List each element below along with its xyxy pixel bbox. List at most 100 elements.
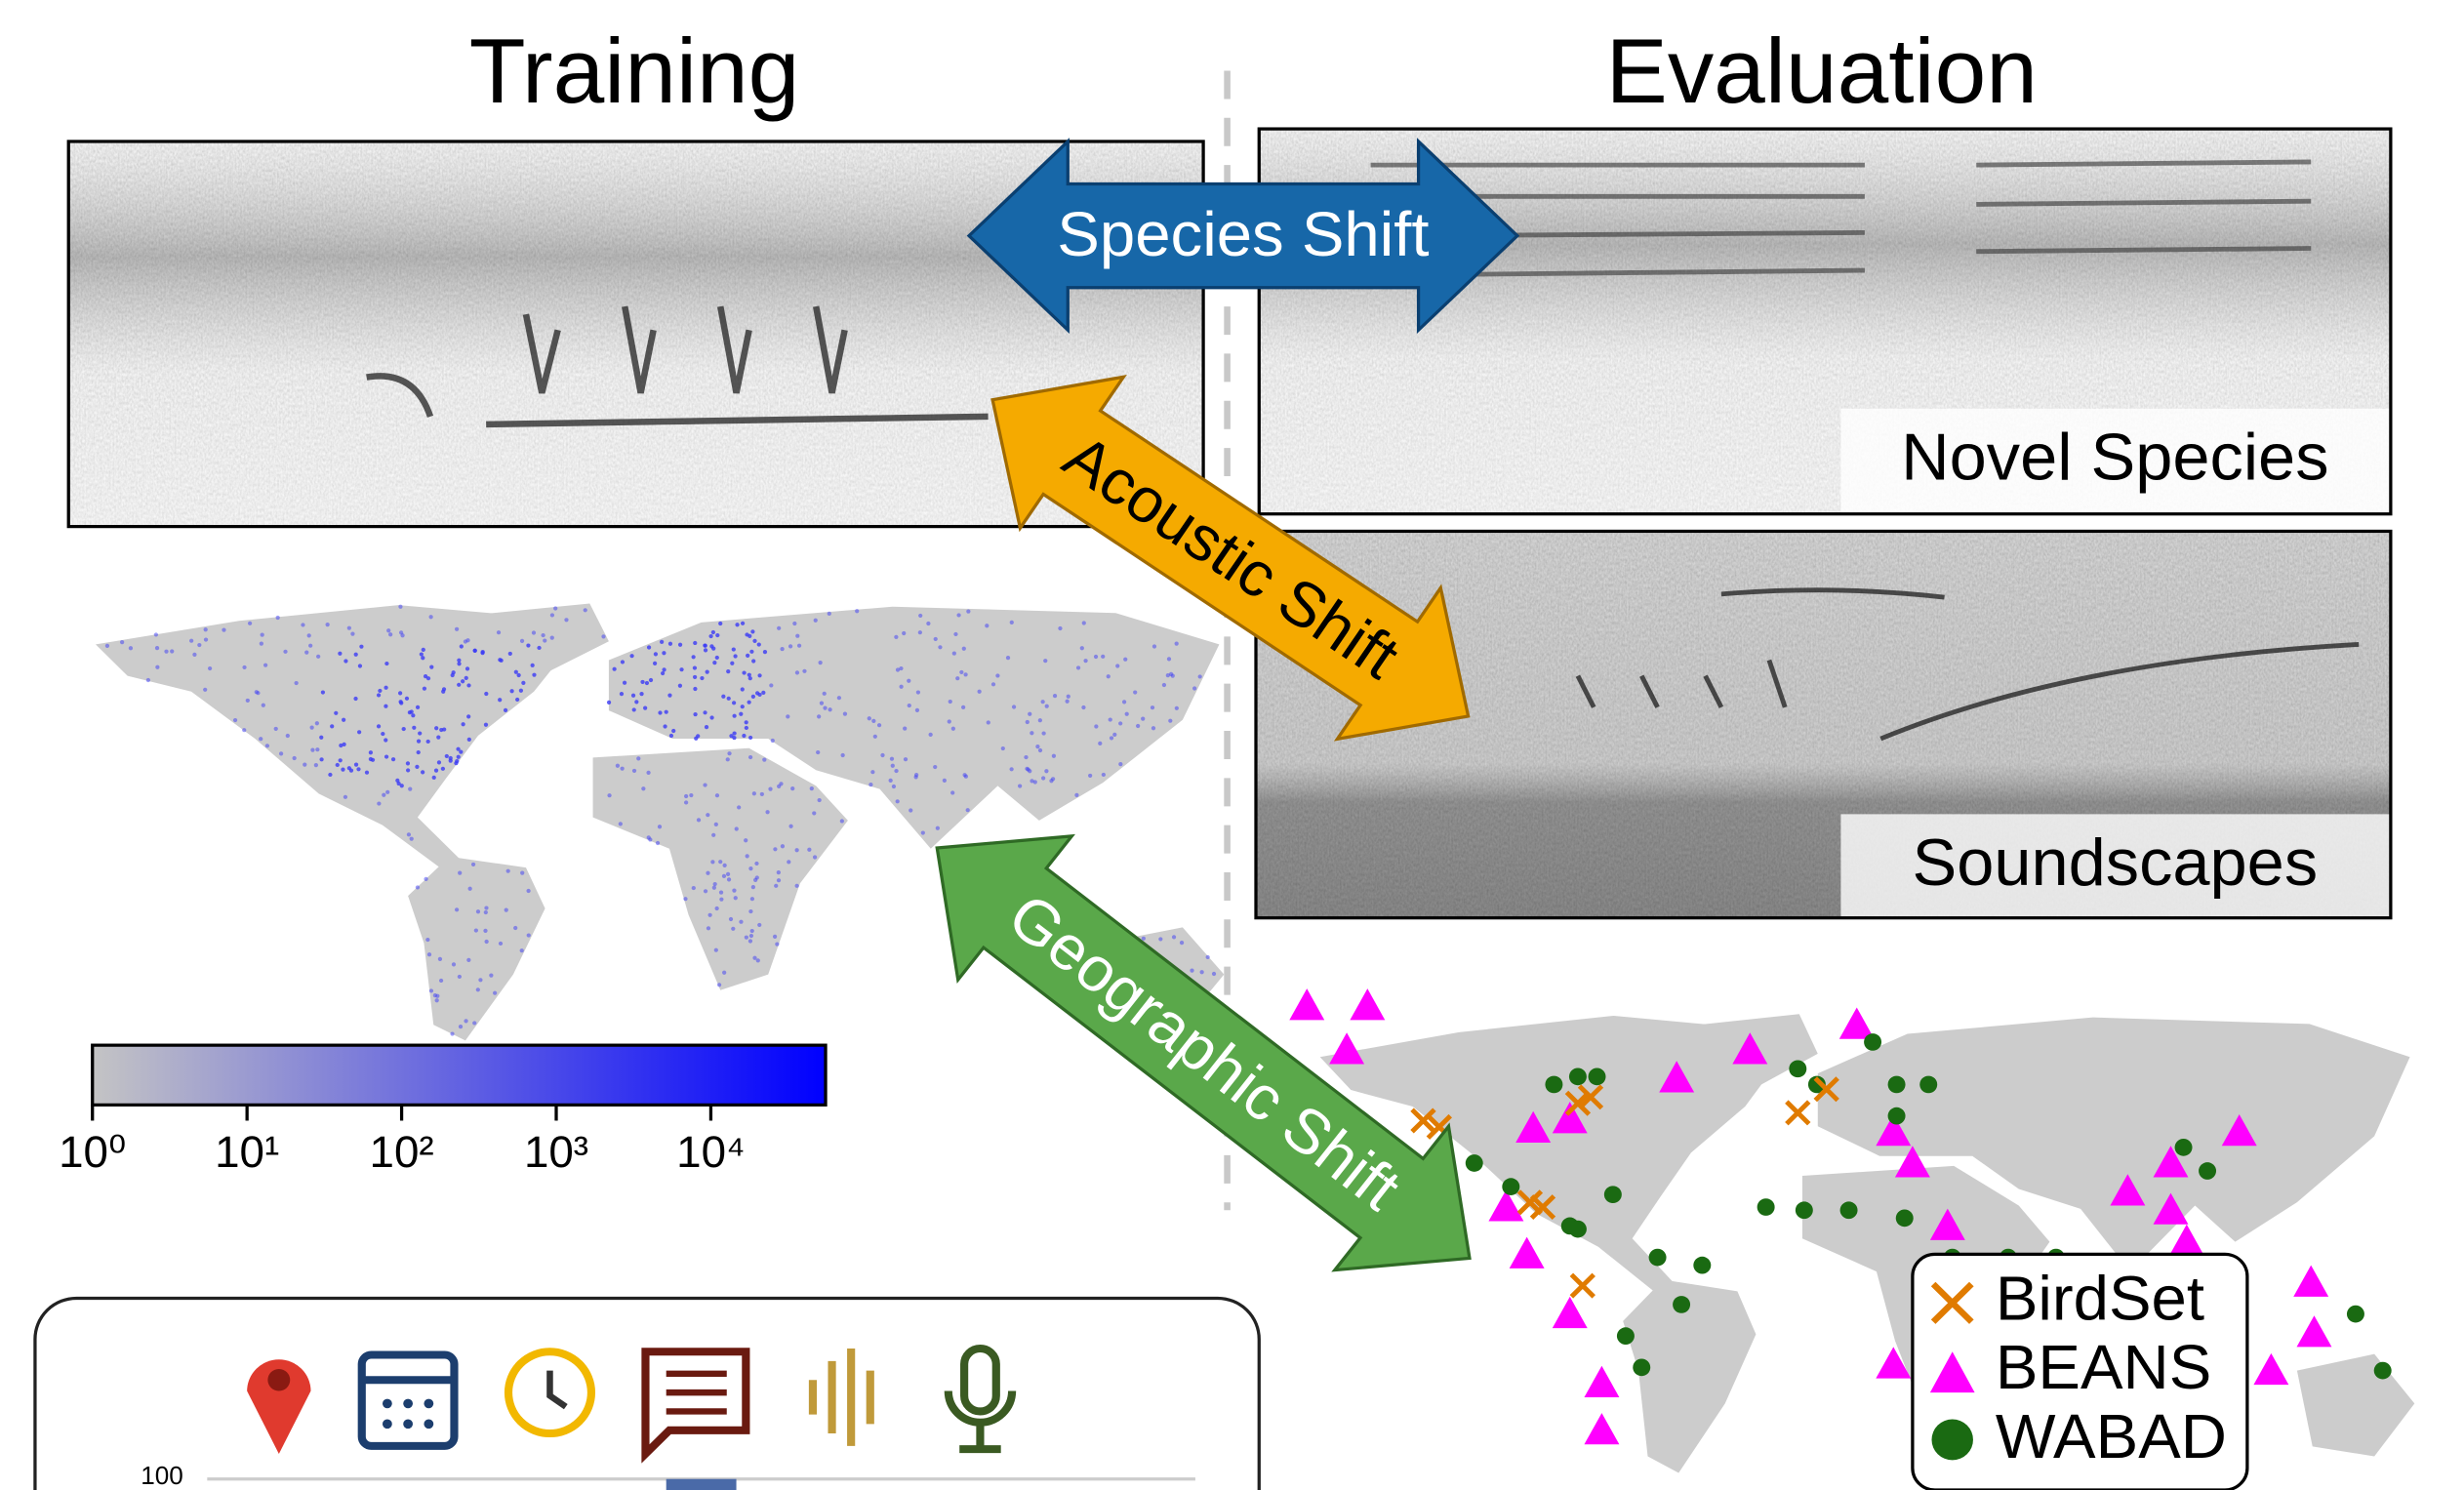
density-dot <box>153 632 159 637</box>
density-dot <box>780 844 786 849</box>
density-dot <box>646 645 652 650</box>
density-dot <box>966 609 971 614</box>
density-dot <box>751 659 756 664</box>
density-dot <box>328 772 333 778</box>
density-dot <box>915 690 921 695</box>
density-dot <box>407 710 413 715</box>
density-dot <box>1118 762 1123 767</box>
density-dot <box>733 896 738 901</box>
density-dot <box>1166 657 1172 662</box>
density-dot <box>406 832 412 837</box>
density-dot <box>1032 780 1037 785</box>
density-dot <box>203 627 208 632</box>
density-dot <box>722 970 727 975</box>
density-dot <box>894 768 899 774</box>
density-dot <box>346 625 351 630</box>
density-dot <box>530 663 535 667</box>
density-dot <box>732 735 737 741</box>
density-dot <box>754 691 760 696</box>
density-dot <box>899 684 904 689</box>
density-dot <box>1171 935 1177 940</box>
wabad-site <box>1895 1209 1914 1228</box>
beans-site <box>1929 1208 1965 1240</box>
wabad-site <box>1673 1296 1691 1313</box>
density-dot <box>456 746 461 751</box>
beans-site <box>2110 1174 2146 1206</box>
density-dot <box>498 941 504 946</box>
density-dot <box>1066 694 1070 699</box>
density-dot <box>197 642 202 648</box>
legend: BirdSet BEANS WABAD <box>1911 1252 2249 1490</box>
density-dot <box>1101 654 1106 659</box>
beans-site <box>1509 1236 1545 1269</box>
density-dot <box>1106 674 1111 679</box>
density-dot <box>553 606 558 611</box>
density-dot <box>259 641 263 646</box>
density-dot <box>769 683 774 688</box>
density-dot <box>755 958 760 963</box>
density-dot <box>436 760 442 765</box>
density-dot <box>436 735 441 740</box>
density-dot <box>1168 718 1173 723</box>
beans-site <box>2253 1352 2289 1386</box>
density-dot <box>1050 777 1056 782</box>
density-dot <box>750 885 755 890</box>
colorbar-tick-label: 10⁴ <box>676 1127 746 1177</box>
density-dot <box>1037 718 1042 723</box>
density-dot <box>444 753 449 759</box>
density-dot <box>1179 941 1185 946</box>
density-dot <box>750 629 755 634</box>
density-dot <box>752 638 757 643</box>
density-dot <box>459 749 464 754</box>
density-dot <box>419 652 424 657</box>
density-dot <box>817 797 822 803</box>
beans-site <box>1552 1296 1588 1329</box>
density-dot <box>395 778 400 783</box>
density-dot <box>876 723 882 728</box>
density-dot <box>425 739 430 745</box>
density-dot <box>751 791 756 796</box>
density-dot <box>128 646 134 651</box>
beans-site <box>1488 1189 1524 1222</box>
density-dot <box>667 693 672 698</box>
density-dot <box>438 978 444 984</box>
density-dot <box>519 638 525 643</box>
density-dot <box>704 725 709 730</box>
density-dot <box>242 664 247 670</box>
density-dot <box>692 674 698 680</box>
density-dot <box>630 693 636 698</box>
density-dot <box>483 722 489 727</box>
density-dot <box>378 688 383 694</box>
density-dot <box>273 726 278 732</box>
density-dot <box>437 956 443 961</box>
density-dot <box>725 871 731 876</box>
density-dot <box>809 786 814 791</box>
density-dot <box>357 730 362 735</box>
density-dot <box>368 756 374 762</box>
density-dot <box>203 687 208 692</box>
density-dot <box>1041 731 1046 736</box>
density-dot <box>338 651 343 656</box>
density-dot <box>732 731 737 736</box>
density-dot <box>777 625 782 630</box>
density-dot <box>1192 686 1197 691</box>
density-dot <box>990 682 996 687</box>
density-dot <box>950 726 955 731</box>
colorbar-tick-label: 10³ <box>524 1127 588 1177</box>
density-dot <box>384 754 389 759</box>
density-dot <box>1009 620 1014 624</box>
density-dot <box>770 738 775 744</box>
density-dot <box>247 621 253 625</box>
density-dot <box>381 731 385 737</box>
density-dot <box>742 733 747 739</box>
density-dot <box>285 733 290 739</box>
density-dot <box>519 948 524 953</box>
density-dot <box>1108 717 1112 722</box>
density-dot <box>401 726 406 732</box>
density-dot <box>956 613 961 618</box>
density-dot <box>620 766 625 771</box>
density-dot <box>631 707 636 712</box>
density-dot <box>549 635 554 640</box>
density-dot <box>660 670 666 676</box>
density-dot <box>795 633 800 638</box>
